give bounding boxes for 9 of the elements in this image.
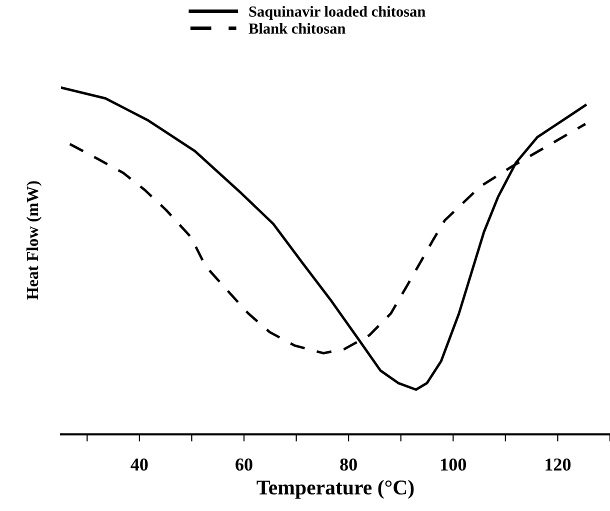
x-tick-label: 40 xyxy=(130,458,148,471)
legend-label: Saquinavir loaded chitosan xyxy=(249,6,426,20)
x-tick-label: 80 xyxy=(340,458,357,471)
x-tick-label: 60 xyxy=(236,458,252,471)
x-tick-label: 120 xyxy=(546,458,571,471)
x-axis-title: Temperature (°C) xyxy=(256,480,414,499)
x-tick-label: 100 xyxy=(441,458,466,471)
y-axis-title: Heat Flow (mW) xyxy=(26,181,42,300)
legend-label: Blank chitosan xyxy=(248,22,346,34)
